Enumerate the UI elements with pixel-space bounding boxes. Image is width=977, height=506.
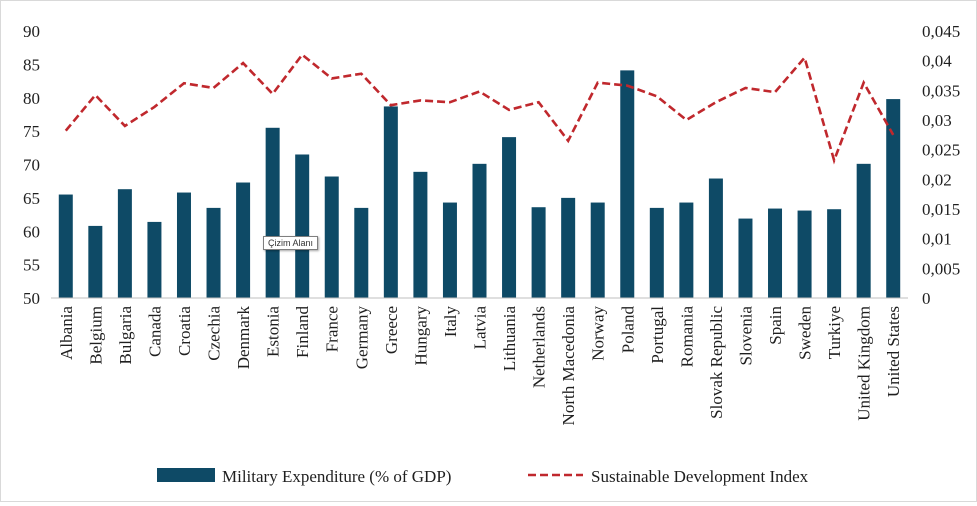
bar bbox=[502, 137, 517, 298]
sdi-line bbox=[64, 52, 895, 165]
bar bbox=[295, 154, 310, 298]
left-tick-label: 90 bbox=[23, 22, 40, 41]
category-label: Latvia bbox=[471, 306, 490, 350]
bar bbox=[88, 225, 103, 298]
bar bbox=[147, 221, 162, 298]
left-tick-label: 85 bbox=[23, 55, 40, 74]
category-label: Netherlands bbox=[530, 306, 549, 388]
right-axis-ticks: 0 0,005 0,01 0,015 0,02 0,025 0,03 0,035 0,04 0,0… bbox=[922, 22, 960, 308]
category-label: Lithuania bbox=[500, 306, 519, 372]
category-label: United States bbox=[884, 306, 903, 397]
right-tick-label: 0,03 bbox=[922, 111, 952, 130]
left-tick-label: 80 bbox=[23, 89, 40, 108]
right-tick-label: 0,02 bbox=[922, 170, 952, 189]
category-label: Slovenia bbox=[736, 306, 755, 366]
left-axis-ticks: 50 55 60 65 70 75 80 85 90 bbox=[23, 22, 40, 308]
right-tick-label: 0,04 bbox=[922, 52, 952, 71]
category-label: Italy bbox=[441, 306, 460, 338]
bar bbox=[324, 176, 339, 298]
legend-bar-label: Military Expenditure (% of GDP) bbox=[222, 467, 451, 486]
left-tick-label: 75 bbox=[23, 122, 40, 141]
category-label: Norway bbox=[589, 306, 608, 361]
bar bbox=[649, 207, 664, 298]
category-labels: Albania Belgium Bulgaria Canada Croatia Czech… bbox=[57, 306, 903, 426]
category-label: Poland bbox=[618, 306, 637, 354]
bar bbox=[738, 218, 753, 298]
bar bbox=[176, 192, 191, 298]
bar bbox=[886, 99, 901, 298]
bar bbox=[620, 70, 635, 298]
right-tick-label: 0,035 bbox=[922, 81, 960, 100]
bar bbox=[827, 209, 842, 298]
bar bbox=[413, 171, 428, 298]
bar bbox=[531, 207, 546, 298]
bar bbox=[265, 127, 280, 298]
bar bbox=[561, 197, 576, 299]
category-label: Slovak Republic bbox=[707, 306, 726, 419]
category-label: Finland bbox=[293, 306, 312, 358]
category-label: Denmark bbox=[234, 306, 253, 370]
category-label: Romania bbox=[677, 306, 696, 368]
right-tick-label: 0,005 bbox=[922, 259, 960, 278]
category-label: Croatia bbox=[175, 306, 194, 356]
bar bbox=[236, 182, 251, 298]
legend-line-label: Sustainable Development Index bbox=[591, 467, 809, 486]
legend-bar-swatch bbox=[157, 468, 215, 482]
bar bbox=[856, 163, 871, 298]
right-tick-label: 0 bbox=[922, 289, 931, 308]
left-tick-label: 55 bbox=[23, 256, 40, 275]
legend: Military Expenditure (% of GDP) Sustaina… bbox=[157, 467, 809, 486]
category-label: Czechia bbox=[205, 306, 224, 361]
category-label: Germany bbox=[352, 306, 371, 370]
bar bbox=[442, 202, 457, 298]
right-tick-label: 0,015 bbox=[922, 200, 960, 219]
category-label: Albania bbox=[57, 306, 76, 360]
category-label: United Kingdom bbox=[855, 306, 874, 421]
bar bbox=[472, 163, 487, 298]
bar bbox=[117, 189, 132, 298]
category-label: Estonia bbox=[264, 306, 283, 357]
category-label: Spain bbox=[766, 306, 785, 345]
bar bbox=[679, 202, 694, 298]
bar bbox=[354, 207, 369, 298]
bar-series bbox=[58, 70, 901, 299]
category-label: Bulgaria bbox=[116, 306, 135, 365]
bar bbox=[590, 202, 605, 298]
category-label: Turkiye bbox=[825, 306, 844, 359]
right-tick-label: 0,045 bbox=[922, 22, 960, 41]
left-tick-label: 60 bbox=[23, 222, 40, 241]
bar bbox=[768, 208, 783, 298]
category-label: Belgium bbox=[86, 306, 105, 365]
left-tick-label: 50 bbox=[23, 289, 40, 308]
right-tick-label: 0,01 bbox=[922, 230, 952, 249]
bar bbox=[708, 178, 723, 298]
bar bbox=[383, 106, 398, 299]
left-tick-label: 70 bbox=[23, 156, 40, 175]
left-tick-label: 65 bbox=[23, 189, 40, 208]
category-label: Greece bbox=[382, 306, 401, 354]
category-label: North Macedonia bbox=[559, 306, 578, 426]
category-label: Hungary bbox=[411, 306, 430, 366]
category-label: Portugal bbox=[648, 306, 667, 364]
category-label: Sweden bbox=[796, 306, 815, 360]
category-label: Canada bbox=[145, 306, 164, 357]
category-label: France bbox=[323, 306, 342, 352]
right-tick-label: 0,025 bbox=[922, 141, 960, 160]
bar bbox=[206, 207, 221, 298]
bar bbox=[797, 210, 812, 298]
plot-area-tooltip: Çizim Alanı bbox=[263, 236, 319, 250]
bar bbox=[58, 194, 73, 298]
